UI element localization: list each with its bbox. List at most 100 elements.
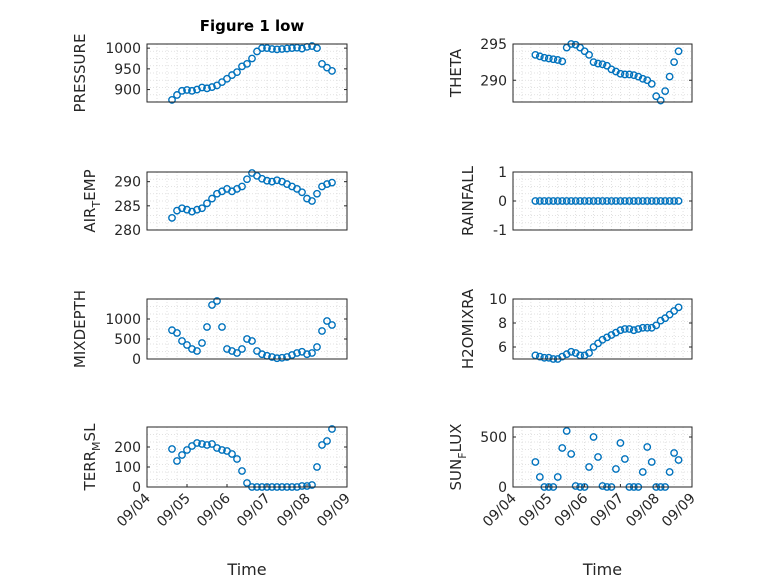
data-point	[670, 197, 678, 205]
data-point	[665, 72, 674, 81]
y-axis-label: RAINFALL	[459, 165, 477, 236]
axes-box	[146, 43, 348, 103]
y-tick-label: 285	[114, 199, 141, 215]
data-point	[283, 44, 291, 53]
x-tick-label: 09/06	[194, 490, 234, 530]
x-tick-label: 09/05	[516, 491, 556, 531]
data-point	[243, 479, 251, 487]
x-tick-label: 09/09	[659, 491, 699, 531]
series-mixdepth	[168, 297, 336, 363]
data-point	[589, 433, 598, 441]
data-point	[616, 197, 625, 205]
data-point	[594, 197, 602, 205]
data-point	[173, 457, 181, 465]
data-point	[607, 65, 616, 74]
data-point	[328, 178, 336, 187]
data-point	[313, 189, 321, 198]
data-point	[643, 443, 652, 451]
y-tick-label: 500	[114, 332, 141, 348]
y-tick-label: 280	[114, 223, 141, 239]
data-point	[544, 197, 553, 205]
axes-box	[512, 298, 693, 360]
x-tick-label: 09/05	[154, 491, 194, 531]
data-point	[273, 176, 281, 185]
y-tick-label: 200	[114, 440, 141, 456]
x-tick-label: 09/04	[480, 490, 520, 530]
axes-box	[512, 426, 693, 488]
data-point	[670, 58, 678, 67]
data-point	[183, 341, 191, 349]
data-point	[323, 180, 331, 188]
figure-title: Figure 1 low	[200, 17, 305, 35]
data-point	[193, 347, 201, 355]
data-point	[531, 197, 540, 205]
data-point	[585, 349, 593, 357]
data-point	[308, 481, 316, 489]
data-point	[203, 441, 211, 449]
data-point	[218, 323, 226, 331]
x-tick-label: 09/07	[234, 491, 274, 531]
data-point	[607, 197, 616, 205]
data-point	[531, 458, 540, 466]
data-point	[620, 455, 629, 463]
data-point	[238, 467, 246, 475]
data-point	[243, 59, 251, 68]
data-point	[629, 326, 638, 335]
data-point	[308, 349, 316, 357]
grid	[512, 426, 693, 488]
data-point	[183, 205, 191, 214]
data-point	[263, 176, 271, 185]
data-point	[562, 427, 571, 435]
y-axis-label: MIXDEPTH	[71, 290, 89, 368]
series-h2omixra	[531, 303, 683, 363]
data-point	[589, 58, 598, 67]
data-point	[594, 59, 602, 68]
data-point	[203, 84, 211, 93]
y-tick-label: 1000	[105, 41, 141, 57]
data-point	[638, 323, 647, 332]
data-point	[238, 182, 246, 191]
data-point	[540, 197, 549, 205]
data-point	[535, 197, 544, 205]
subplot-air-temp: 280 285 290 AIRTEMP	[81, 169, 348, 239]
data-point	[173, 329, 181, 337]
data-point	[661, 197, 670, 205]
data-point	[178, 86, 186, 95]
data-point	[268, 353, 276, 361]
data-point	[318, 327, 326, 335]
data-point	[173, 91, 181, 99]
data-point	[674, 456, 683, 464]
data-point	[612, 197, 620, 205]
data-point	[208, 83, 216, 91]
data-point	[625, 325, 634, 333]
series-terr-msl	[168, 425, 336, 491]
data-point	[248, 54, 256, 63]
y-tick-label: 10	[489, 292, 507, 308]
data-point	[168, 96, 176, 104]
data-point	[268, 45, 276, 53]
data-point	[213, 297, 221, 305]
series-air-temp	[168, 169, 336, 222]
data-point	[571, 197, 580, 205]
data-point	[580, 197, 589, 205]
x-tick-label: 09/06	[552, 490, 592, 530]
data-point	[183, 446, 191, 454]
data-point	[652, 321, 661, 330]
data-point	[193, 205, 201, 214]
y-axis-label: THETA	[447, 48, 465, 98]
data-point	[298, 188, 306, 197]
data-point	[203, 199, 211, 208]
data-point	[193, 439, 201, 447]
data-point	[562, 197, 571, 205]
data-point	[567, 450, 576, 458]
data-point	[198, 204, 206, 213]
y-tick-label: 0	[498, 194, 507, 210]
y-tick-label: 295	[480, 37, 507, 53]
subplot-pressure: 900 950 1000 PRESSURE	[71, 34, 348, 112]
axes-box	[146, 298, 348, 360]
data-point	[203, 323, 211, 331]
y-tick-label: 900	[114, 83, 141, 99]
data-point	[567, 347, 576, 356]
data-point	[647, 458, 656, 466]
